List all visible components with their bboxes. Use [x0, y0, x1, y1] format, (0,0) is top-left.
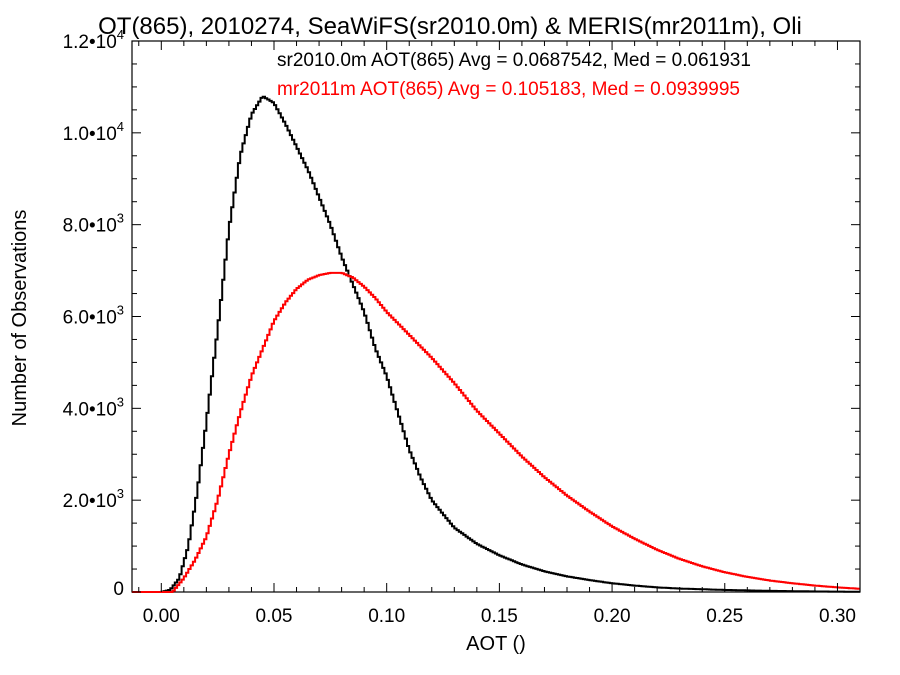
x-tick-label: 0.15	[481, 606, 518, 627]
legend-entry-sr2010: sr2010.0m AOT(865) Avg = 0.0687542, Med …	[277, 50, 751, 71]
plot-frame	[131, 40, 861, 593]
x-tick-label: 0.30	[819, 606, 856, 627]
y-tick-label: 8.0•103	[63, 211, 124, 237]
y-axis-label: Number of Observations	[9, 210, 31, 427]
y-tick-label: 1.2•104	[63, 27, 124, 53]
x-tick-label: 0.05	[256, 606, 293, 627]
series-line-0	[132, 95, 860, 593]
legend-entry-mr2011: mr2011m AOT(865) Avg = 0.105183, Med = 0…	[277, 79, 740, 100]
x-tick-label: 0.20	[594, 606, 631, 627]
x-tick-label: 0.25	[706, 606, 743, 627]
y-tick-label: 2.0•103	[63, 486, 124, 512]
series-layer	[132, 95, 860, 593]
chart-title: OT(865), 2010274, SeaWiFS(sr2010.0m) & M…	[98, 13, 802, 40]
series-line-1	[132, 271, 860, 593]
y-tick-label: 4.0•103	[63, 394, 124, 420]
x-tick-label: 0.00	[143, 606, 180, 627]
x-tick-label: 0.10	[368, 606, 405, 627]
x-axis-label: AOT ()	[466, 633, 526, 655]
axis-ticks: 0.00 0.05 0.10 0.15 0.20 0.25 0.30 0 2.0•103 4.0•…	[63, 27, 861, 627]
y-tick-label: 6.0•103	[63, 303, 124, 329]
y-tick-label: 0	[113, 579, 124, 600]
plot-axes	[131, 40, 861, 593]
y-tick-label: 1.0•104	[63, 119, 124, 145]
